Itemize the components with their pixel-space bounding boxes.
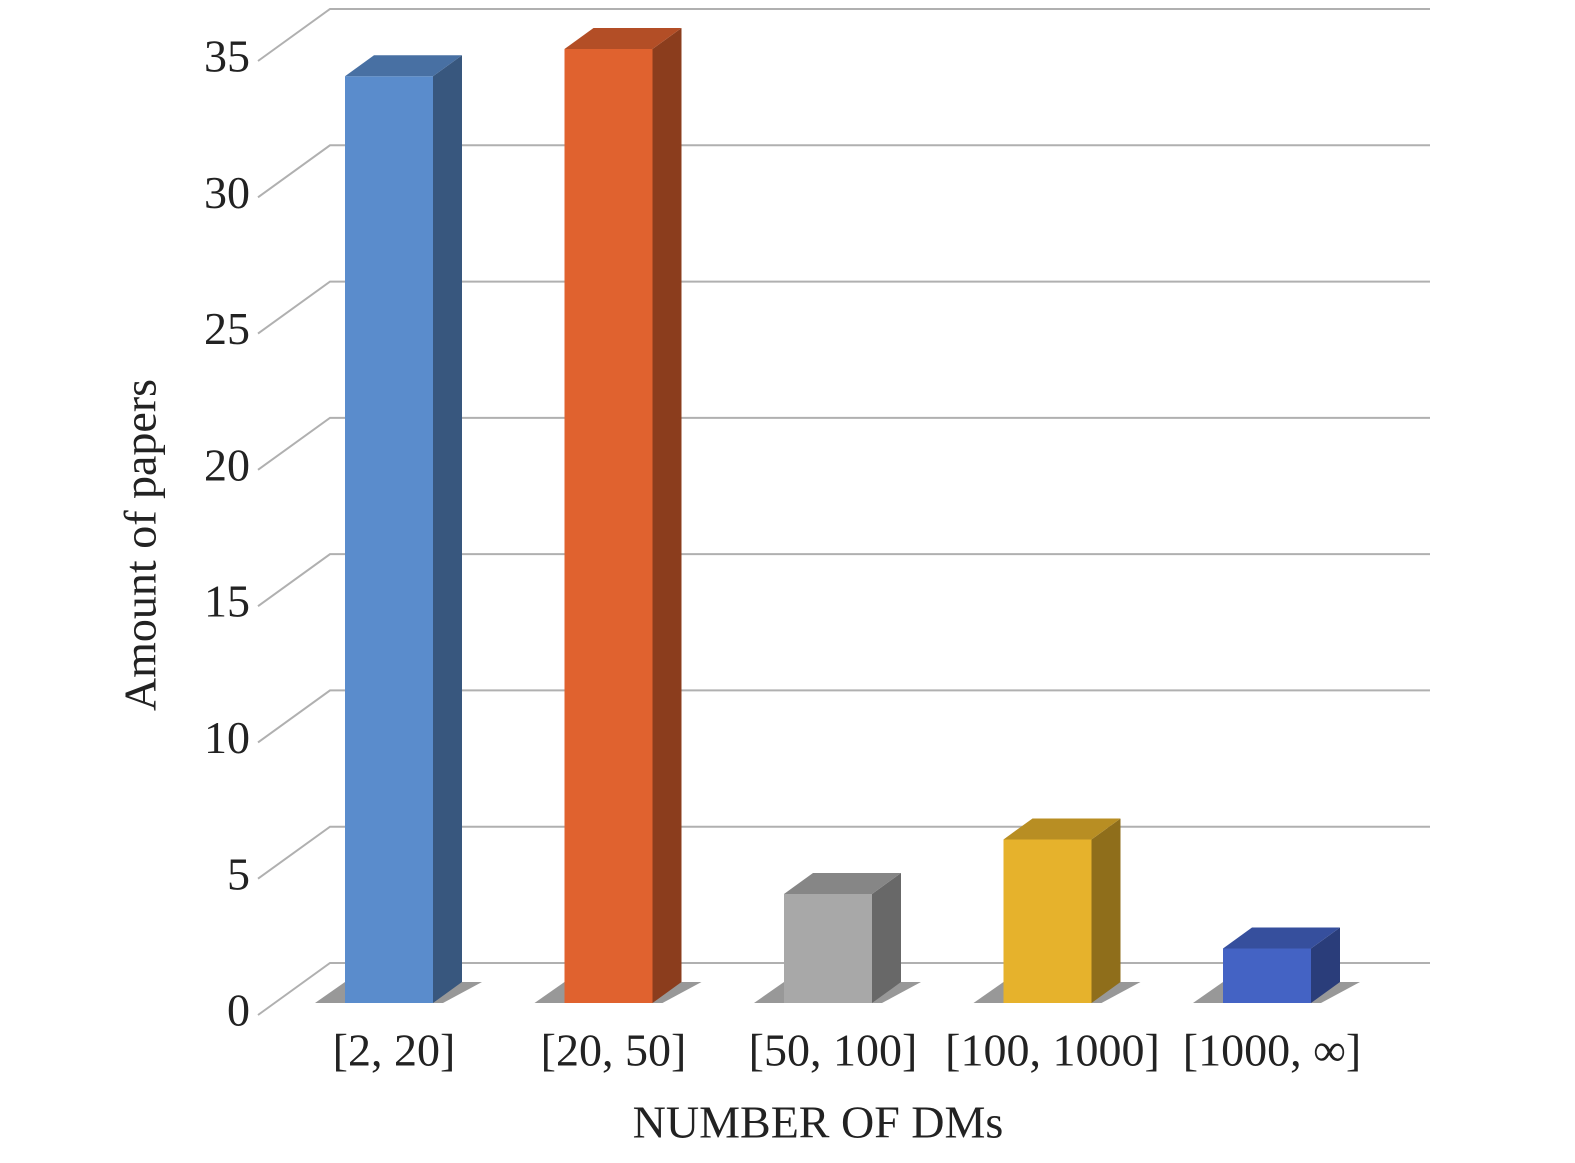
bar-top [1223, 927, 1340, 949]
grid-line [257, 144, 1430, 199]
bar-side [872, 872, 901, 1003]
y-tick-label: 5 [227, 848, 250, 899]
y-tick-label: 15 [204, 576, 250, 627]
grid-line [257, 553, 1430, 607]
x-tick-label: [100, 1000] [945, 1025, 1160, 1076]
x-tick-label: [2, 20] [333, 1025, 456, 1076]
grid-line [257, 416, 1430, 471]
x-tick-label: [50, 100] [749, 1025, 918, 1076]
y-tick-label: 10 [204, 712, 250, 763]
grid-line [257, 280, 1430, 335]
bar-front [564, 49, 653, 1003]
bar-top [784, 872, 901, 894]
y-tick-label: 30 [204, 167, 250, 218]
bar-top [564, 28, 682, 49]
bar-front [784, 893, 872, 1003]
bar-top [1003, 818, 1121, 840]
x-axis-title: NUMBER OF DMs [633, 1097, 1004, 1148]
y-tick-label: 35 [204, 31, 250, 82]
bar-front [1223, 948, 1311, 1003]
bar-side [1311, 927, 1340, 1003]
y-tick-label: 20 [204, 439, 250, 490]
grid-line [257, 8, 1430, 62]
bar-side [433, 55, 462, 1003]
bar-front [345, 76, 433, 1003]
bar-top [345, 55, 462, 77]
x-tick-label: [20, 50] [541, 1025, 687, 1076]
grid-line [257, 689, 1430, 744]
x-tick-label: [1000, ∞] [1183, 1025, 1361, 1076]
bar-front [1003, 839, 1092, 1003]
y-axis-title: Amount of papers [115, 379, 166, 711]
bar-side [1091, 818, 1121, 1003]
y-tick-label: 25 [204, 303, 250, 354]
bar-side [652, 28, 682, 1003]
y-tick-label: 0 [227, 985, 250, 1036]
